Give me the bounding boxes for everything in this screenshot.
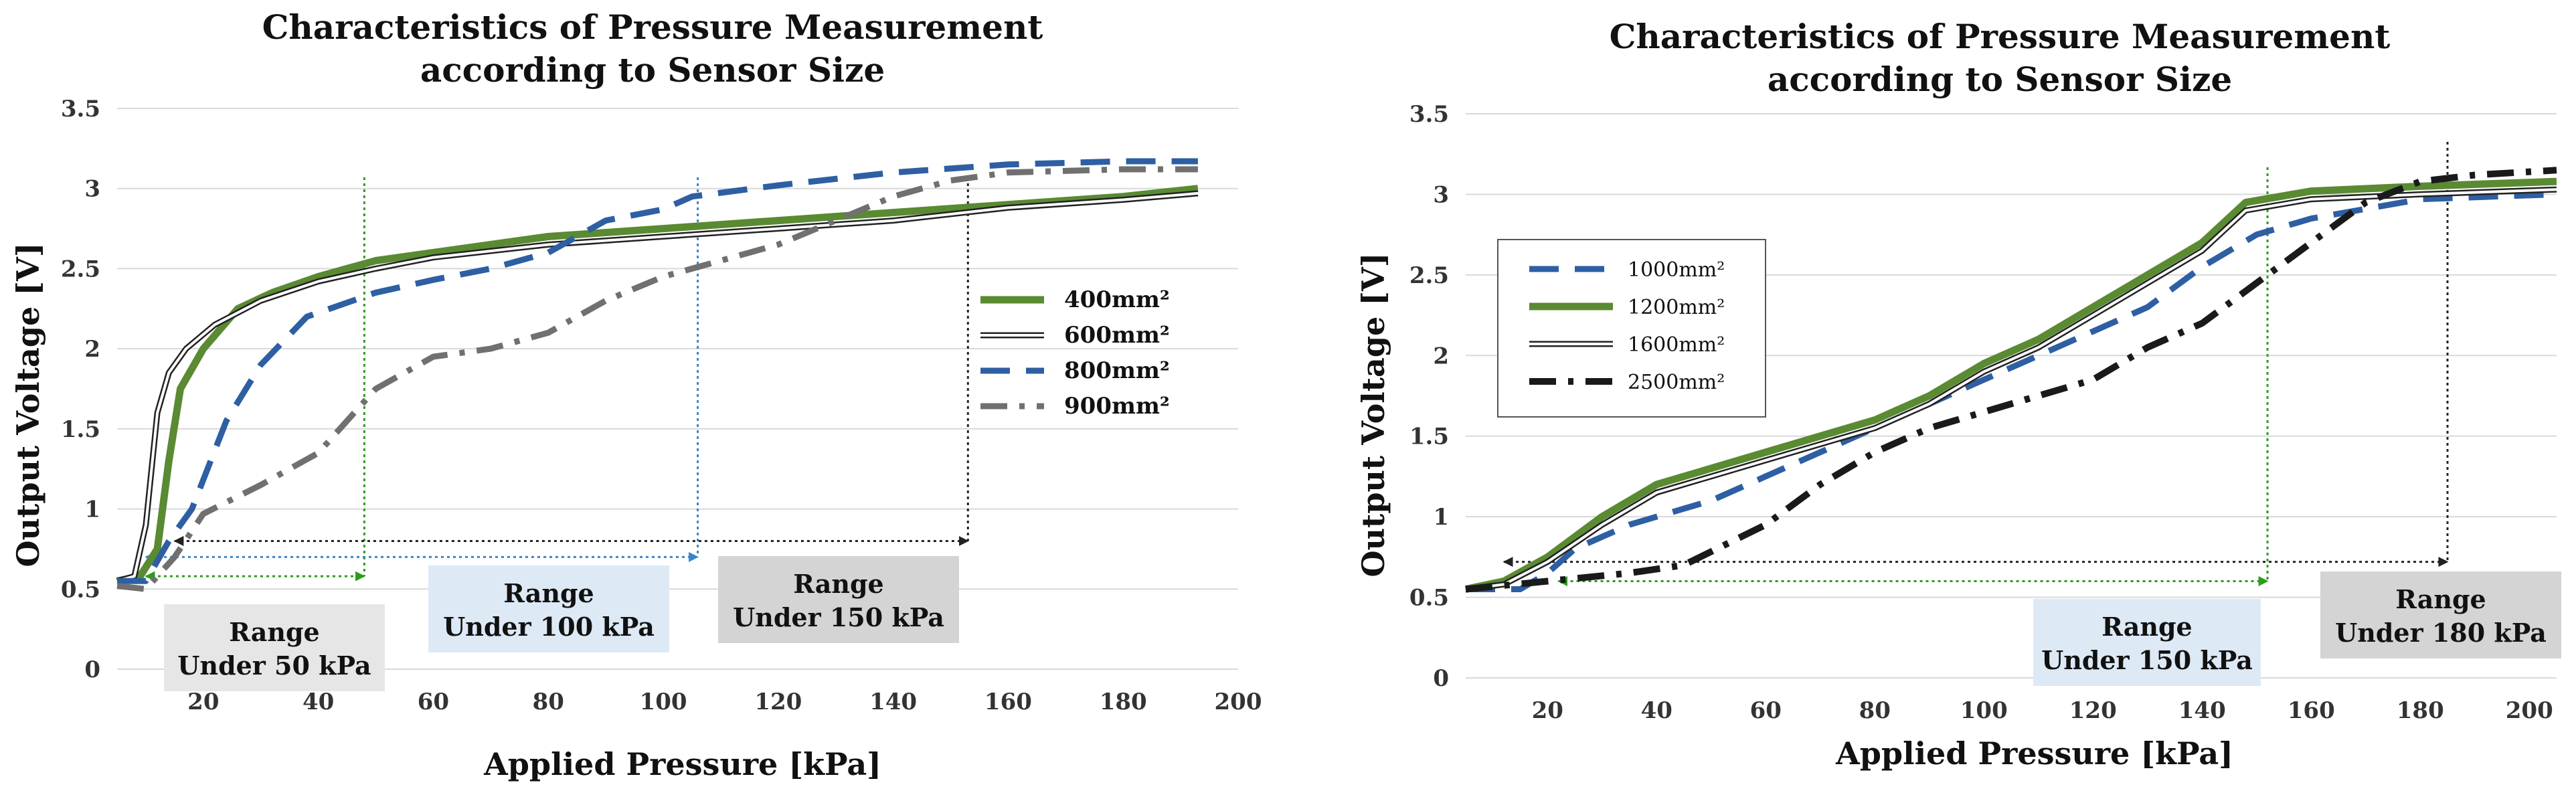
y-tick-label: 2.5 [1409,262,1449,289]
x-tick-label: 20 [187,689,219,715]
range-label-text: Under 150 kPa [2041,645,2253,675]
left-chart-title-line2: according to Sensor Size [420,50,885,90]
legend-label: 600mm² [1064,322,1170,349]
x-tick-label: 180 [2397,697,2444,724]
y-tick-label: 1 [84,497,100,523]
right-chart-x-axis-label: Applied Pressure [kPa] [1835,735,2233,772]
x-tick-label: 80 [533,689,564,715]
series-line [1464,177,2557,593]
left-chart-series [116,158,1199,592]
range-label-text: Under 50 kPa [177,650,371,681]
range-label-text: Under 180 kPa [2335,618,2547,648]
x-tick-label: 200 [2506,697,2553,724]
x-tick-label: 20 [1532,697,1563,724]
y-tick-label: 3 [84,176,100,203]
series-line [1465,167,2557,593]
legend-label: 2500mm² [1628,371,1725,394]
range-label-text: Under 150 kPa [733,602,944,632]
right-chart: Characteristics of Pressure Measurement … [1355,17,2561,772]
range-label-box [718,556,959,643]
series-line [1465,188,2557,591]
y-tick-label: 0 [1433,665,1449,692]
right-chart-title-line1: Characteristics of Pressure Measurement [1610,17,2391,56]
range-label-box [2320,571,2561,658]
series-line [116,191,1199,583]
left-chart-y-ticks: 0 0.5 1 1.5 2 2.5 3 3.5 [61,96,100,683]
series-line [116,166,1198,592]
right-chart-y-axis-label: Output Voltage [V] [1355,253,1391,577]
y-tick-label: 2 [84,336,100,363]
range-label-text: Range [2101,612,2192,642]
left-chart: Characteristics of Pressure Measurement … [10,7,1262,782]
y-tick-label: 1 [1433,504,1449,531]
range-label-text: Range [793,569,883,599]
series-line [116,190,1199,584]
x-tick-label: 40 [303,689,334,715]
left-chart-title-line1: Characteristics of Pressure Measurement [262,7,1043,47]
x-tick-label: 100 [1960,697,2008,724]
range-label-text: Range [2395,584,2486,614]
y-tick-label: 1.5 [61,416,100,443]
right-chart-series [1464,167,2557,593]
x-tick-label: 120 [2069,697,2117,724]
x-tick-label: 60 [418,689,449,715]
x-tick-label: 160 [2288,697,2335,724]
y-tick-label: 3.5 [1409,101,1449,128]
x-tick-label: 180 [1100,689,1147,715]
range-label-text: Range [503,578,594,608]
legend-label: 900mm² [1064,393,1170,420]
legend-label: 800mm² [1064,357,1170,384]
left-chart-legend: 400mm² 600mm² 800mm² 900mm² [980,286,1170,420]
range-label-text: Range [229,617,319,647]
x-tick-label: 60 [1750,697,1782,724]
x-tick-label: 40 [1641,697,1672,724]
legend-label: 400mm² [1064,286,1170,313]
range-label-text: Under 100 kPa [443,612,655,642]
y-tick-label: 0 [84,656,100,683]
right-chart-title-line2: according to Sensor Size [1768,60,2232,99]
x-tick-label: 160 [984,689,1032,715]
legend-label: 1200mm² [1628,296,1725,319]
x-tick-label: 100 [640,689,687,715]
right-chart-y-ticks: 0 0.5 1 1.5 2 2.5 3 3.5 [1409,101,1449,692]
left-chart-x-ticks: 20 40 60 80 100 120 140 160 180 200 [187,689,1262,715]
range-label-box [2033,599,2261,686]
y-tick-label: 2.5 [61,256,100,282]
y-tick-label: 0.5 [61,576,100,603]
series-line [117,158,1198,584]
series-line [116,185,1199,585]
left-chart-y-axis-label: Output Voltage [V] [10,243,46,567]
legend-label: 1600mm² [1628,333,1725,357]
y-tick-label: 1.5 [1409,424,1449,450]
y-tick-label: 0.5 [1409,585,1449,612]
left-chart-gridlines [117,108,1238,670]
right-chart-legend: 1000mm² 1200mm² 1600mm² 2500mm² [1497,239,1766,418]
x-tick-label: 140 [869,689,917,715]
y-tick-label: 2 [1433,343,1449,369]
x-tick-label: 80 [1859,697,1891,724]
y-tick-label: 3 [1433,181,1449,208]
y-tick-label: 3.5 [61,96,100,122]
legend-label: 1000mm² [1628,258,1725,282]
range-label-box [164,604,385,691]
right-chart-x-ticks: 20 40 60 80 100 120 140 160 180 200 [1532,697,2553,724]
x-tick-label: 140 [2178,697,2226,724]
x-tick-label: 200 [1215,689,1262,715]
range-label-box [428,565,669,652]
x-tick-label: 120 [754,689,802,715]
left-chart-x-axis-label: Applied Pressure [kPa] [483,746,881,782]
